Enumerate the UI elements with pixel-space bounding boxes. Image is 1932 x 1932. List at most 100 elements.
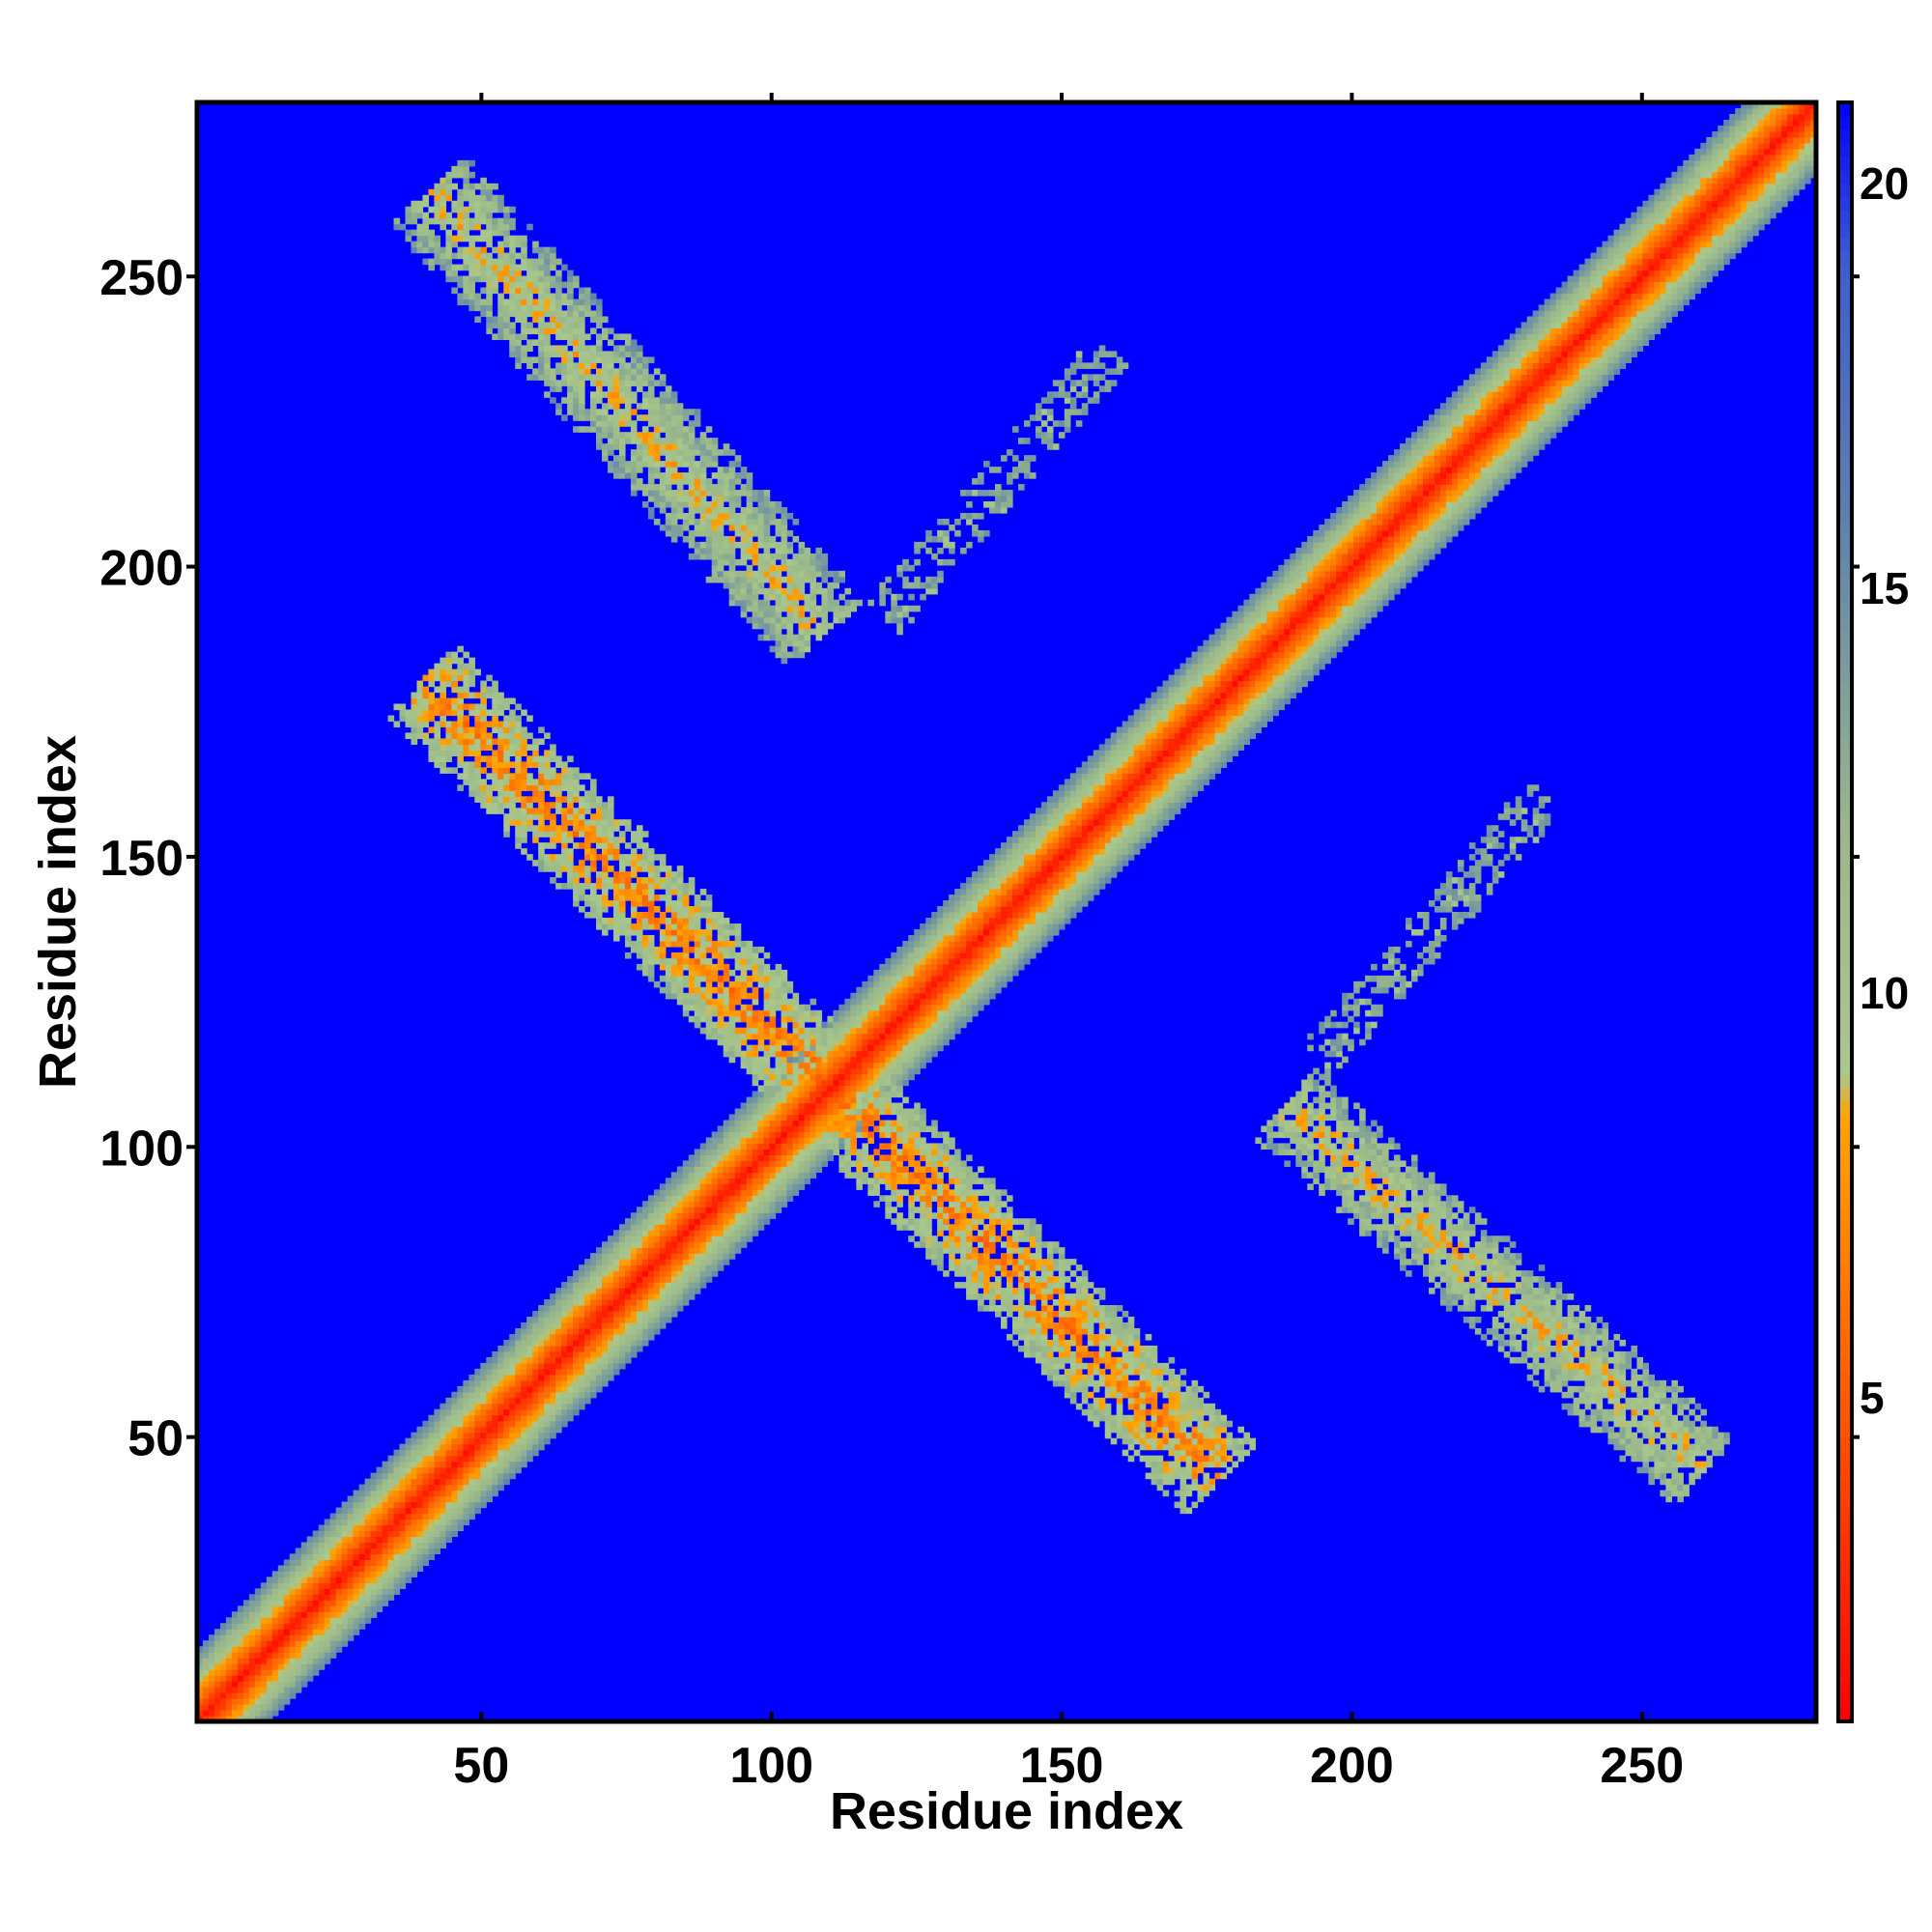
heatmap-cell [242,1646,250,1653]
heatmap-cell [769,998,777,1006]
heatmap-cell [757,957,765,965]
heatmap-cell [521,1362,527,1370]
heatmap-cell [451,217,458,225]
heatmap-cell [440,692,446,699]
heatmap-cell [705,1195,713,1202]
heatmap-cell [329,1565,337,1572]
heatmap-cell [590,1345,597,1352]
heatmap-cell [612,877,620,884]
heatmap-cell [416,1478,424,1486]
heatmap-cell [422,217,430,225]
heatmap-cell [670,420,678,427]
heatmap-cell [781,593,788,601]
heatmap-cell [752,496,759,502]
heatmap-cell [428,1524,436,1532]
heatmap-cell [474,709,481,717]
heatmap-cell [757,1212,765,1219]
heatmap-cell [561,333,568,341]
heatmap-cell [260,1640,268,1647]
heatmap-cell [526,808,533,814]
heatmap-cell [579,362,585,369]
heatmap-cell [682,1172,690,1179]
heatmap-cell [653,438,661,444]
heatmap-cell [538,298,545,306]
heatmap-cell [688,420,696,427]
heatmap-cell [596,842,603,849]
heatmap-cell [670,432,678,439]
heatmap-cell [434,1519,440,1526]
heatmap-cell [521,1437,527,1445]
heatmap-cell [618,1339,626,1347]
heatmap-cell [364,1536,372,1544]
heatmap-cell [775,1108,782,1116]
heatmap-cell [630,1230,638,1236]
heatmap-cell [670,467,678,473]
heatmap-cell [740,512,748,520]
heatmap-cell [271,1634,279,1641]
heatmap-cell [694,986,701,994]
heatmap-cell [699,998,707,1006]
heatmap-cell [521,1403,527,1410]
heatmap-cell [526,1379,533,1387]
heatmap-cell [497,1478,504,1486]
heatmap-cell [659,1218,667,1225]
heatmap-cell [561,813,568,820]
heatmap-cell [416,1565,424,1572]
heatmap-cell [602,1379,609,1387]
heatmap-cell [550,1391,556,1399]
heatmap-cell [636,928,643,936]
heatmap-cell [602,860,609,867]
heatmap-cell [573,1327,580,1335]
heatmap-cell [694,507,701,514]
heatmap-cell [752,1230,759,1236]
heatmap-cell [237,1710,244,1717]
heatmap-cell [723,923,730,930]
heatmap-cell [509,275,516,283]
heatmap-cell [550,1305,556,1312]
heatmap-cell [624,1305,632,1312]
heatmap-cell [705,895,713,901]
heatmap-cell [781,1166,788,1173]
heatmap-cell [469,657,475,665]
heatmap-cell [393,1495,401,1503]
heatmap-cell [422,1426,430,1434]
heatmap-cell [699,1259,707,1265]
heatmap-cell [474,275,481,283]
heatmap-cell [515,831,522,838]
heatmap-cell [665,449,672,456]
heatmap-cell [711,952,719,959]
heatmap-cell [503,217,510,225]
heatmap-cell [521,848,527,855]
heatmap-cell [515,298,522,306]
heatmap-cell [728,1125,736,1133]
heatmap-cell [723,449,730,456]
heatmap-cell [705,1154,713,1161]
heatmap-cell [590,316,597,324]
heatmap-cell [225,1710,233,1717]
heatmap-cell [630,1212,638,1219]
heatmap-cell [492,1426,498,1434]
heatmap-cell [699,1143,707,1151]
heatmap-cell [688,934,696,942]
heatmap-cell [550,310,556,318]
heatmap-cell [434,1449,440,1457]
heatmap-cell [607,1241,614,1248]
heatmap-cell [612,403,620,410]
heatmap-cell [225,1634,233,1641]
heatmap-cell [659,957,667,965]
heatmap-cell [503,790,510,797]
heatmap-cell [688,1253,696,1260]
heatmap-cell [457,252,464,260]
heatmap-cell [602,403,609,410]
heatmap-cell [596,813,603,820]
heatmap-cell [775,541,782,549]
heatmap-cell [694,1149,701,1155]
heatmap-cell [550,397,556,404]
heatmap-cell [544,1437,551,1445]
heatmap-cell [231,1623,239,1630]
heatmap-cell [555,316,562,324]
heatmap-cell [688,980,696,988]
heatmap-cell [579,825,585,832]
heatmap-cell [550,825,556,832]
heatmap-cell [573,275,580,283]
